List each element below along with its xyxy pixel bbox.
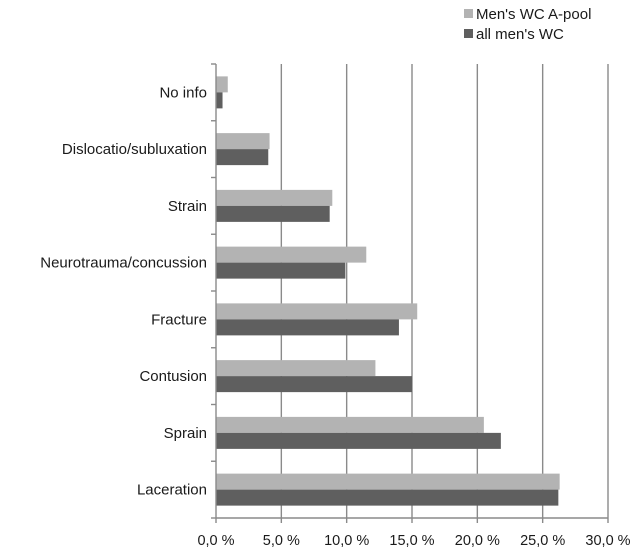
category-label-sprain: Sprain <box>164 425 207 442</box>
x-tick-label: 25,0 % <box>520 533 565 548</box>
category-labels: No info Dislocatio/subluxation Strain Neuro… <box>40 84 207 498</box>
legend-swatch-men-s-wc-a-pool <box>464 9 473 18</box>
legend-swatch-all-men-s-wc <box>464 29 473 38</box>
category-label-neurotrauma-concussion: Neurotrauma/concussion <box>40 255 207 272</box>
category-label-dislocatio-subluxation: Dislocatio/subluxation <box>62 141 207 158</box>
bar-men-s-wc-a-pool-laceration <box>216 473 560 490</box>
bar-all-men-s-wc-dislocatio-subluxation <box>216 149 269 166</box>
bar-men-s-wc-a-pool-contusion <box>216 360 376 377</box>
bar-men-s-wc-a-pool-strain <box>216 189 333 206</box>
bar-men-s-wc-a-pool-sprain <box>216 416 484 433</box>
bar-all-men-s-wc-fracture <box>216 319 399 336</box>
bar-all-men-s-wc-no-info <box>216 92 223 109</box>
category-label-fracture: Fracture <box>151 311 207 328</box>
bars <box>216 76 560 506</box>
x-tick-labels: 0,0 % 5,0 % 10,0 % 15,0 % 20,0 % 25,0 % 30,0 % <box>197 533 630 548</box>
bar-all-men-s-wc-neurotrauma-concussion <box>216 262 346 279</box>
bar-men-s-wc-a-pool-dislocatio-subluxation <box>216 133 270 150</box>
category-label-contusion: Contusion <box>139 368 207 385</box>
x-tick-label: 30,0 % <box>585 533 630 548</box>
bar-all-men-s-wc-strain <box>216 205 330 222</box>
category-label-strain: Strain <box>168 198 207 215</box>
x-tick-label: 15,0 % <box>389 533 434 548</box>
bar-men-s-wc-a-pool-fracture <box>216 303 418 320</box>
legend-label-all-men-s-wc: all men's WC <box>476 26 564 43</box>
x-tick-label: 20,0 % <box>455 533 500 548</box>
bar-all-men-s-wc-contusion <box>216 376 412 393</box>
x-tick-label: 5,0 % <box>263 533 300 548</box>
category-label-no-info: No info <box>159 84 207 101</box>
bar-all-men-s-wc-sprain <box>216 432 501 449</box>
x-tick-label: 10,0 % <box>324 533 369 548</box>
x-tick-label: 0,0 % <box>197 533 234 548</box>
bar-men-s-wc-a-pool-no-info <box>216 76 228 93</box>
legend-label-men-s-wc-a-pool: Men's WC A-pool <box>476 6 591 23</box>
gridlines <box>280 64 609 518</box>
bar-men-s-wc-a-pool-neurotrauma-concussion <box>216 246 367 263</box>
bar-all-men-s-wc-laceration <box>216 489 559 506</box>
category-label-laceration: Laceration <box>137 482 207 499</box>
legend: Men's WC A-pool all men's WC <box>464 6 591 43</box>
axes <box>211 63 609 523</box>
